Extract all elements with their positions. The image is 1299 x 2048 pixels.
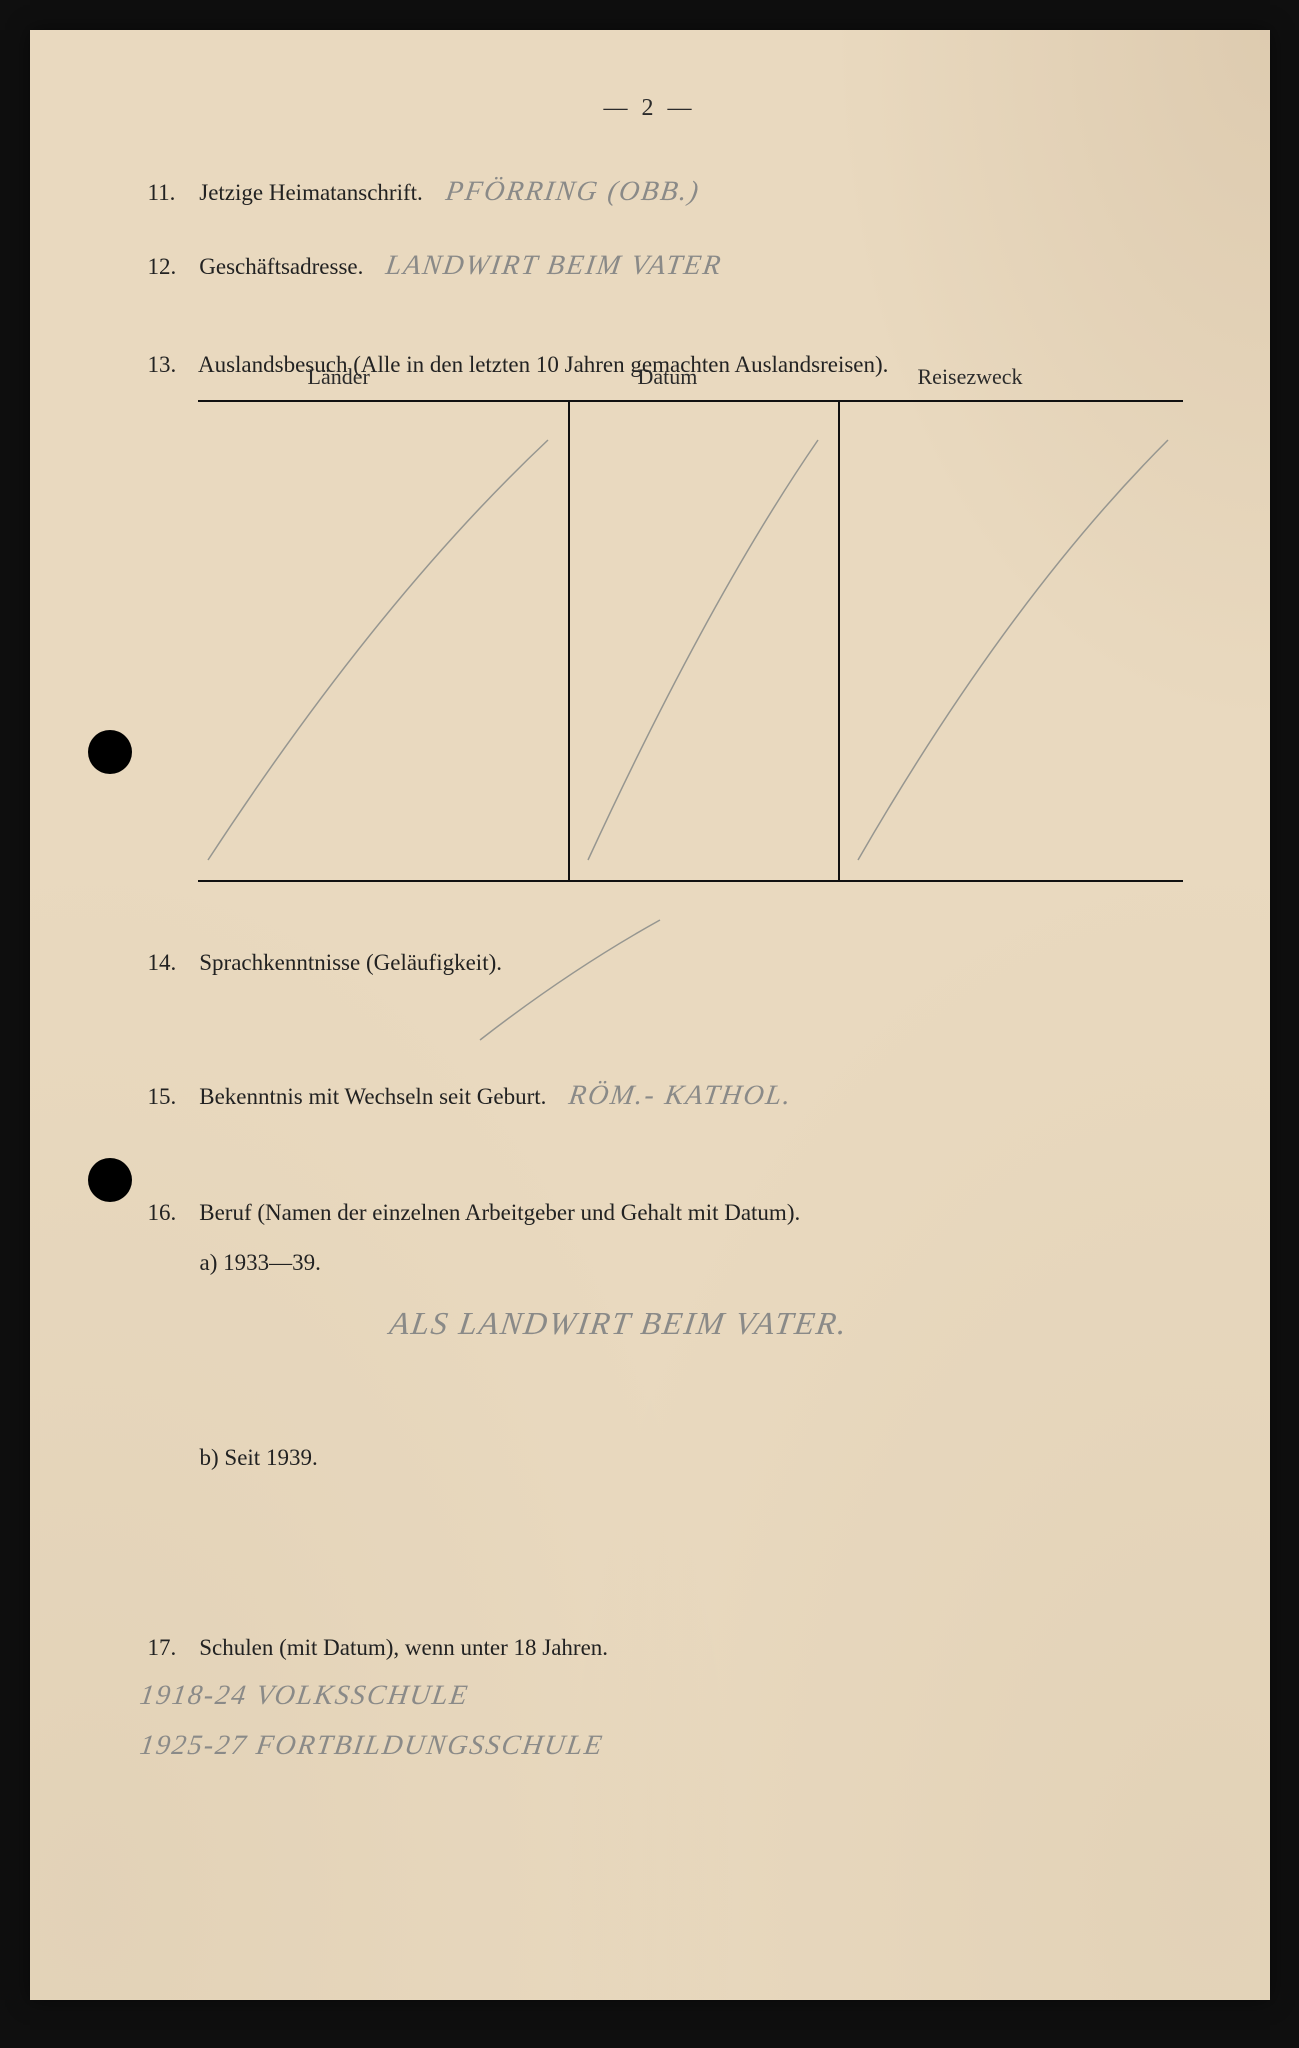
scan-background: — 2 — 11. Jetzige Heimatanschrift. PFÖRR… bbox=[0, 0, 1299, 2048]
field-16-number: 16. bbox=[148, 1200, 194, 1226]
field-17-number: 17. bbox=[148, 1635, 194, 1661]
field-17-answer-line2: 1925-27 FORTBILDUNGSSCHULE bbox=[137, 1730, 605, 1762]
field-13: 13. Auslandsbesuch (Alle in den letzten … bbox=[148, 352, 889, 378]
field-15-number: 15. bbox=[148, 1084, 194, 1110]
field-14: 14. Sprachkenntnisse (Geläufigkeit). bbox=[148, 950, 503, 976]
field-12: 12. Geschäftsadresse. LANDWIRT BEIM VATE… bbox=[148, 250, 723, 282]
punch-hole-lower bbox=[88, 1158, 132, 1202]
field-16b: b) Seit 1939. bbox=[200, 1445, 318, 1471]
field-15: 15. Bekenntnis mit Wechseln seit Geburt.… bbox=[148, 1080, 793, 1112]
pencil-arc-col2 bbox=[568, 400, 838, 880]
table-header-date: Datum bbox=[638, 364, 698, 390]
field-16a-answer: ALS LANDWIRT BEIM VATER. bbox=[387, 1305, 850, 1342]
field-14-number: 14. bbox=[148, 950, 194, 976]
punch-hole-upper bbox=[88, 730, 132, 774]
field-16: 16. Beruf (Namen der einzelnen Arbeitgeb… bbox=[148, 1200, 801, 1226]
field-14-label: Sprachkenntnisse (Geläufigkeit). bbox=[199, 950, 502, 975]
field-11: 11. Jetzige Heimatanschrift. PFÖRRING (O… bbox=[148, 176, 700, 208]
table-rule-bottom bbox=[198, 880, 1183, 882]
field-16a: a) 1933—39. bbox=[200, 1250, 321, 1276]
field-13-number: 13. bbox=[148, 352, 194, 378]
field-15-answer: RÖM.- KATHOL. bbox=[567, 1080, 795, 1112]
field-17-answer-line1: 1918-24 VOLKSSCHULE bbox=[137, 1680, 470, 1712]
field-15-label: Bekenntnis mit Wechseln seit Geburt. bbox=[199, 1084, 546, 1109]
pencil-arc-q14 bbox=[460, 910, 680, 1050]
field-13-label: Auslandsbesuch (Alle in den letzten 10 J… bbox=[198, 352, 888, 377]
field-17: 17. Schulen (mit Datum), wenn unter 18 J… bbox=[148, 1635, 609, 1661]
field-12-number: 12. bbox=[148, 254, 194, 280]
pencil-arc-col3 bbox=[838, 400, 1183, 880]
table-header-purpose: Reisezweck bbox=[918, 364, 1023, 390]
page-number: — 2 — bbox=[604, 95, 696, 122]
field-16-label: Beruf (Namen der einzelnen Arbeitgeber u… bbox=[199, 1200, 800, 1225]
table-header-countries: Länder bbox=[308, 364, 370, 390]
field-16a-label: a) 1933—39. bbox=[200, 1250, 321, 1275]
field-11-number: 11. bbox=[148, 180, 194, 206]
field-17-label: Schulen (mit Datum), wenn unter 18 Jahre… bbox=[199, 1635, 608, 1660]
field-12-answer: LANDWIRT BEIM VATER bbox=[384, 250, 725, 282]
document-page: — 2 — 11. Jetzige Heimatanschrift. PFÖRR… bbox=[30, 30, 1270, 2000]
field-11-label: Jetzige Heimatanschrift. bbox=[199, 180, 423, 205]
pencil-arc-col1 bbox=[198, 400, 568, 880]
field-11-answer: PFÖRRING (OBB.) bbox=[444, 176, 702, 208]
field-16b-label: b) Seit 1939. bbox=[200, 1445, 318, 1470]
field-12-label: Geschäftsadresse. bbox=[199, 254, 363, 279]
